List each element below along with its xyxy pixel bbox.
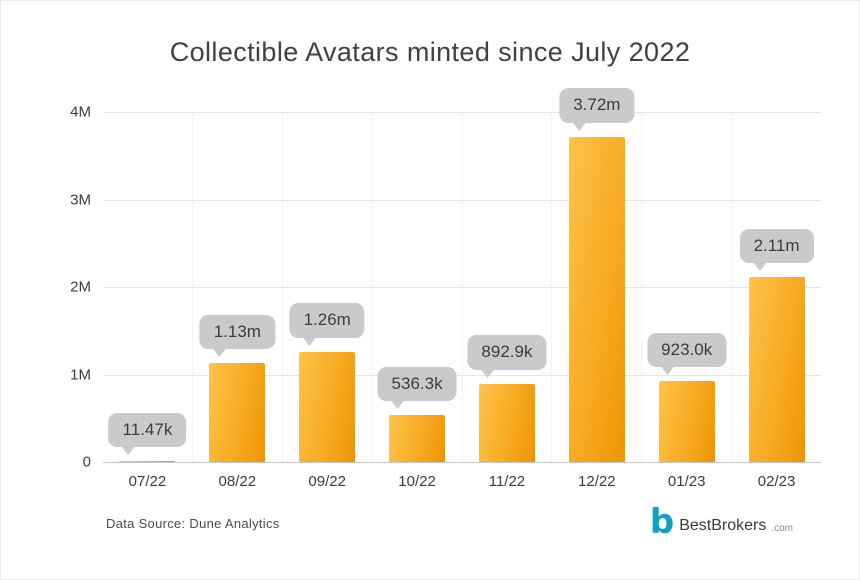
bar-column-12/22: 3.72m 12/22 bbox=[551, 88, 641, 490]
bestbrokers-brand: b BestBrokers .com bbox=[649, 502, 793, 543]
y-tick-label-0: 0 bbox=[82, 453, 91, 471]
x-tick-label-07/22: 07/22 bbox=[128, 473, 167, 490]
x-tick-label-01/23: 01/23 bbox=[667, 473, 706, 490]
chart-title: Collectible Avatars minted since July 20… bbox=[169, 37, 691, 67]
value-label-11/22: 892.9k bbox=[467, 335, 547, 379]
bar-07/22 bbox=[119, 461, 176, 462]
x-tick-label-09/22: 09/22 bbox=[308, 473, 346, 490]
x-tick-label-10/22: 10/22 bbox=[398, 473, 436, 490]
value-label-12/22: 3.72m bbox=[559, 88, 635, 131]
bar-column-08/22: 1.13m 08/22 bbox=[191, 112, 282, 490]
bar-12/22 bbox=[568, 136, 625, 462]
x-tick-label-08/22: 08/22 bbox=[218, 473, 257, 490]
y-tick-label-3M: 3M bbox=[70, 191, 91, 208]
bar-column-11/22: 892.9k 11/22 bbox=[461, 112, 552, 490]
value-label-01/23: 923.0k bbox=[647, 332, 727, 376]
bar-09/22 bbox=[299, 351, 356, 462]
y-tick-label-4M: 4M bbox=[70, 103, 91, 121]
value-label-07/22: 11.47k bbox=[108, 412, 187, 456]
bar-11/22 bbox=[478, 383, 535, 462]
y-tick-label-2M: 2M bbox=[70, 278, 91, 296]
plot-area: 11.47k 07/22 1.13m 08/22 1.26m 09/22 536.3k 10/… bbox=[103, 88, 821, 490]
brand-name-label: BestBrokers bbox=[679, 517, 767, 534]
footer: Data Source: Dune Analytics b BestBroker… bbox=[106, 502, 793, 543]
gridline-0 bbox=[103, 462, 821, 463]
bestbrokers-logo-icon: b bbox=[649, 502, 675, 543]
x-tick-label-02/23: 02/23 bbox=[757, 473, 796, 490]
value-label-09/22: 1.26m bbox=[289, 303, 365, 347]
x-tick-label-12/22: 12/22 bbox=[578, 473, 616, 490]
bar-column-09/22: 1.26m 09/22 bbox=[281, 112, 372, 490]
x-tick-label-11/22: 11/22 bbox=[488, 473, 526, 490]
brand-suffix-label: .com bbox=[771, 523, 793, 534]
bar-02/23 bbox=[748, 277, 805, 462]
value-label-02/23: 2.11m bbox=[739, 228, 814, 272]
bar-column-10/22: 536.3k 10/22 bbox=[371, 112, 462, 490]
y-tick-label-1M: 1M bbox=[70, 366, 91, 383]
bar-01/23 bbox=[658, 381, 715, 462]
data-source-label: Data Source: Dune Analytics bbox=[106, 515, 280, 531]
bar-column-02/23: 2.11m 02/23 bbox=[731, 112, 821, 490]
bar-10/22 bbox=[389, 415, 446, 462]
bar-08/22 bbox=[209, 363, 266, 462]
bar-column-01/23: 923.0k 01/23 bbox=[641, 112, 731, 490]
value-label-08/22: 1.13m bbox=[199, 314, 275, 358]
bar-chart: 11.47k 07/22 1.13m 08/22 1.26m 09/22 536.3k 10/… bbox=[70, 88, 821, 490]
value-label-10/22: 536.3k bbox=[377, 366, 457, 410]
bar-column-07/22: 11.47k 07/22 bbox=[103, 112, 192, 490]
